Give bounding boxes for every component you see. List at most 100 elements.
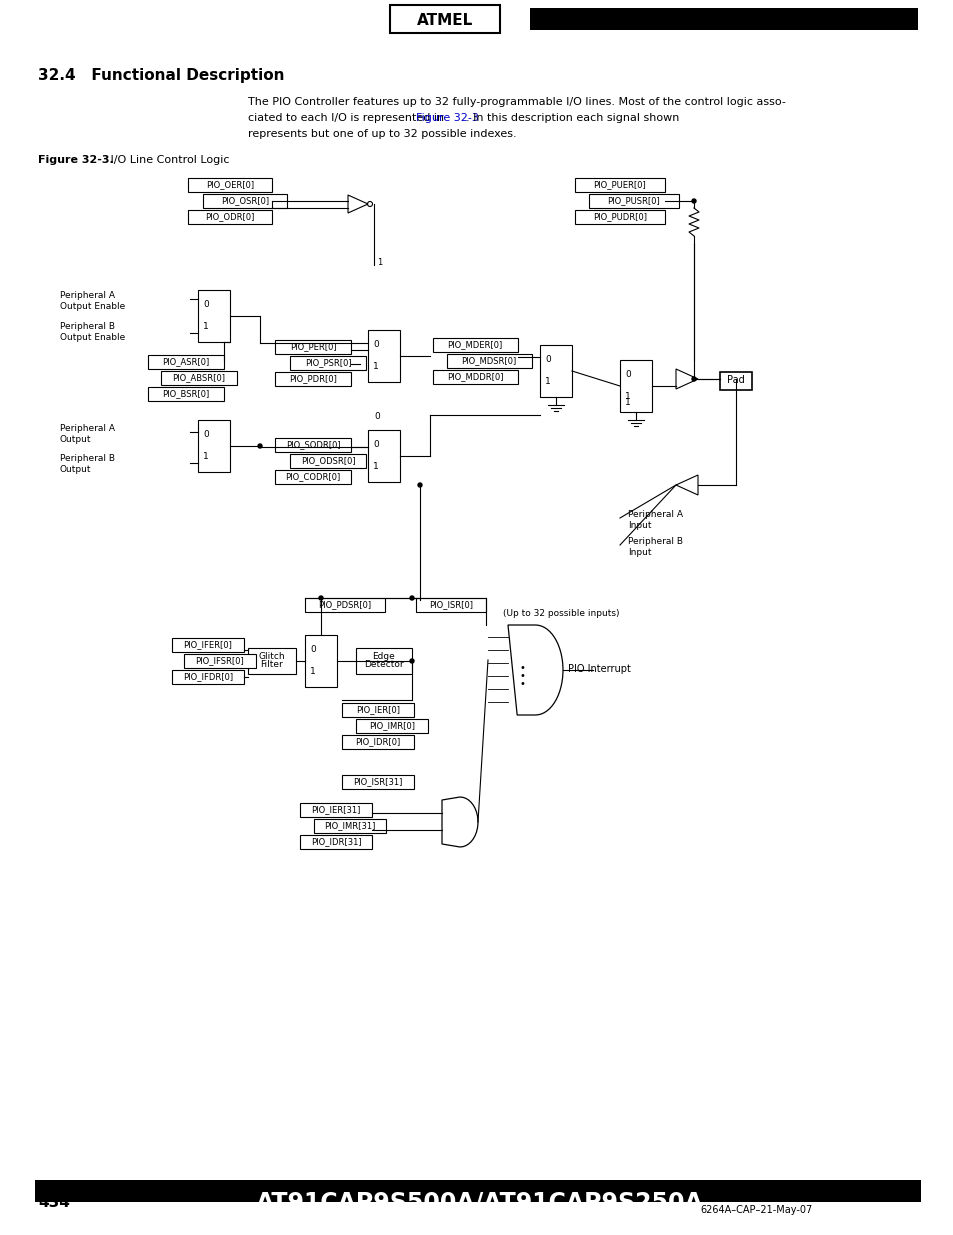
Bar — [248, 648, 295, 674]
Bar — [619, 359, 651, 412]
Text: PIO_ASR[0]: PIO_ASR[0] — [162, 357, 210, 366]
Text: . In this description each signal shown: . In this description each signal shown — [466, 112, 679, 124]
Text: PIO_ABSR[0]: PIO_ABSR[0] — [172, 373, 225, 382]
Text: Peripheral B: Peripheral B — [60, 322, 115, 331]
Text: PIO_IMR[31]: PIO_IMR[31] — [324, 821, 375, 830]
Bar — [290, 454, 366, 468]
Text: Peripheral B: Peripheral B — [60, 454, 115, 463]
Text: ciated to each I/O is represented in: ciated to each I/O is represented in — [248, 112, 447, 124]
Text: PIO_ISR[0]: PIO_ISR[0] — [429, 600, 473, 609]
Bar — [188, 178, 272, 191]
Text: PIO_IDR[31]: PIO_IDR[31] — [311, 837, 361, 846]
Text: Peripheral B: Peripheral B — [627, 537, 682, 546]
Text: PIO_ODR[0]: PIO_ODR[0] — [205, 212, 254, 221]
Bar — [539, 345, 572, 396]
Text: 1: 1 — [544, 377, 550, 387]
Bar — [433, 370, 517, 384]
Text: PIO_PDSR[0]: PIO_PDSR[0] — [318, 600, 371, 609]
Text: 1: 1 — [373, 362, 378, 370]
Text: PIO_IFSR[0]: PIO_IFSR[0] — [195, 656, 244, 664]
Circle shape — [410, 597, 414, 600]
Bar — [368, 330, 399, 382]
Bar — [368, 430, 399, 482]
Text: 0: 0 — [544, 354, 550, 364]
Text: 1: 1 — [203, 452, 209, 461]
Text: PIO_PDR[0]: PIO_PDR[0] — [289, 374, 336, 383]
Text: represents but one of up to 32 possible indexes.: represents but one of up to 32 possible … — [248, 128, 517, 140]
Text: Detector: Detector — [364, 659, 403, 669]
Text: PIO_IER[31]: PIO_IER[31] — [311, 805, 360, 814]
Text: Figure 32-3: Figure 32-3 — [416, 112, 478, 124]
Circle shape — [691, 199, 696, 203]
Text: AT91CAP9S500A/AT91CAP9S250A: AT91CAP9S500A/AT91CAP9S250A — [255, 1191, 703, 1215]
Text: PIO_ODSR[0]: PIO_ODSR[0] — [300, 456, 355, 466]
Text: Edge: Edge — [373, 652, 395, 661]
Text: PIO_CODR[0]: PIO_CODR[0] — [285, 472, 340, 480]
Bar — [274, 372, 351, 387]
Text: 1: 1 — [376, 258, 382, 267]
Bar — [198, 290, 230, 342]
Bar — [184, 655, 255, 668]
Text: Output: Output — [60, 435, 91, 445]
Bar — [575, 178, 664, 191]
Text: Peripheral A: Peripheral A — [60, 424, 115, 433]
Text: Figure 32-3.: Figure 32-3. — [38, 156, 113, 165]
Text: PIO_IDR[0]: PIO_IDR[0] — [355, 737, 400, 746]
Bar — [720, 372, 751, 390]
Bar — [447, 354, 532, 368]
Text: Peripheral A: Peripheral A — [627, 510, 682, 519]
Bar — [172, 671, 244, 684]
Text: PIO_PUER[0]: PIO_PUER[0] — [593, 180, 646, 189]
Text: Output Enable: Output Enable — [60, 303, 125, 311]
Bar — [433, 338, 517, 352]
Text: (Up to 32 possible inputs): (Up to 32 possible inputs) — [502, 609, 618, 618]
Bar — [305, 598, 385, 613]
Text: PIO_IER[0]: PIO_IER[0] — [355, 705, 399, 714]
Text: PIO_MDSR[0]: PIO_MDSR[0] — [461, 356, 517, 366]
Bar — [148, 387, 224, 401]
Text: PIO_IFER[0]: PIO_IFER[0] — [183, 640, 233, 650]
Bar — [274, 340, 351, 354]
Bar — [299, 835, 372, 848]
Bar — [575, 210, 664, 224]
Text: Pad: Pad — [726, 375, 744, 385]
Text: 1: 1 — [310, 667, 315, 676]
Circle shape — [691, 377, 696, 382]
Text: 0: 0 — [373, 440, 378, 450]
Bar — [341, 776, 414, 789]
Circle shape — [318, 597, 323, 600]
Bar — [355, 719, 428, 734]
Text: PIO_OSR[0]: PIO_OSR[0] — [221, 196, 269, 205]
Circle shape — [417, 483, 421, 487]
Text: PIO_IMR[0]: PIO_IMR[0] — [369, 721, 415, 730]
Text: I/O Line Control Logic: I/O Line Control Logic — [100, 156, 230, 165]
Text: PIO_OER[0]: PIO_OER[0] — [206, 180, 253, 189]
Bar — [198, 420, 230, 472]
Text: 1: 1 — [624, 398, 630, 408]
Text: 32.4   Functional Description: 32.4 Functional Description — [38, 68, 284, 83]
Text: •: • — [519, 679, 525, 689]
Text: PIO_PSR[0]: PIO_PSR[0] — [304, 358, 351, 367]
Text: •: • — [519, 671, 525, 680]
Bar — [530, 7, 917, 30]
Text: Input: Input — [627, 521, 651, 530]
Bar — [305, 635, 336, 687]
Text: Glitch: Glitch — [258, 652, 285, 661]
Bar — [299, 803, 372, 818]
Text: PIO_PUSR[0]: PIO_PUSR[0] — [607, 196, 659, 205]
Bar — [355, 648, 412, 674]
Text: The PIO Controller features up to 32 fully-programmable I/O lines. Most of the c: The PIO Controller features up to 32 ful… — [248, 98, 785, 107]
Text: Output: Output — [60, 466, 91, 474]
Text: ATMEL: ATMEL — [416, 14, 473, 28]
Bar — [35, 1179, 920, 1202]
Bar — [274, 438, 351, 452]
Text: 0: 0 — [373, 340, 378, 350]
Bar — [341, 703, 414, 718]
Text: PIO_MDDR[0]: PIO_MDDR[0] — [446, 372, 503, 382]
Text: PIO_PER[0]: PIO_PER[0] — [290, 342, 336, 351]
Bar — [161, 370, 236, 385]
Text: PIO_BSR[0]: PIO_BSR[0] — [162, 389, 210, 398]
Text: 6264A–CAP–21-May-07: 6264A–CAP–21-May-07 — [700, 1205, 811, 1215]
Text: Peripheral A: Peripheral A — [60, 291, 115, 300]
Bar — [341, 735, 414, 748]
